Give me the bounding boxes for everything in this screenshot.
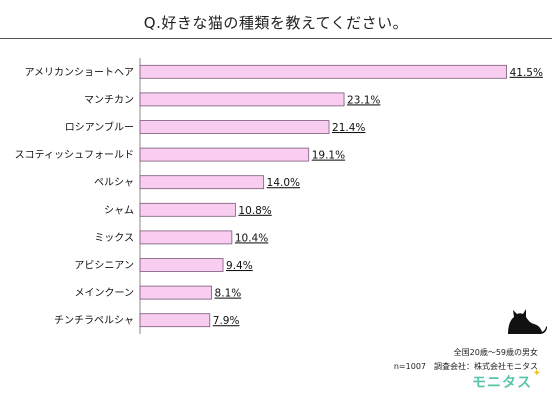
- value-label: 7.9%: [213, 315, 240, 327]
- bar: [139, 175, 265, 190]
- chart-title: Q.好きな猫の種類を教えてください。: [143, 14, 409, 32]
- bar: [139, 64, 507, 79]
- category-label: マンチカン: [84, 94, 134, 106]
- brand-star-icon: ✦: [532, 368, 541, 379]
- category-label: アメリカンショートヘア: [25, 66, 135, 78]
- bar: [139, 285, 212, 300]
- value-label: 41.5%: [510, 67, 543, 79]
- value-label: 23.1%: [347, 94, 380, 106]
- cat-icon: [508, 309, 547, 334]
- value-label: 21.4%: [332, 122, 365, 134]
- bar: [139, 147, 310, 162]
- bar: [139, 230, 233, 245]
- category-label: ロシアンブルー: [65, 121, 134, 134]
- bar: [139, 258, 224, 272]
- survey-note: 全国20歳～59歳の男女 n=1007 調査会社：株式会社モニタス: [394, 346, 538, 374]
- bar: [139, 202, 236, 217]
- value-label: 14.0%: [267, 177, 300, 189]
- category-label: シャム: [104, 204, 134, 216]
- category-label: メインクーン: [75, 287, 135, 299]
- note-population: 全国20歳～59歳の男女: [453, 348, 538, 357]
- value-label: 9.4%: [226, 260, 253, 272]
- brand-logo: モニタス: [472, 375, 532, 391]
- note-sample: n=1007 調査会社：株式会社モニタス: [393, 362, 538, 371]
- category-label: スコティッシュフォールド: [15, 150, 134, 161]
- category-label: チンチラペルシャ: [54, 315, 134, 327]
- bar: [139, 120, 330, 134]
- category-label: アビシニアン: [74, 260, 134, 272]
- title-divider: [0, 38, 552, 39]
- value-label: 19.1%: [312, 150, 345, 162]
- bar: [139, 313, 211, 328]
- bar: [139, 92, 345, 107]
- value-label: 8.1%: [215, 288, 242, 300]
- value-label: 10.4%: [235, 232, 268, 244]
- category-label: ペルシャ: [94, 178, 134, 189]
- value-label: 10.8%: [238, 205, 271, 217]
- category-label: ミックス: [94, 232, 134, 244]
